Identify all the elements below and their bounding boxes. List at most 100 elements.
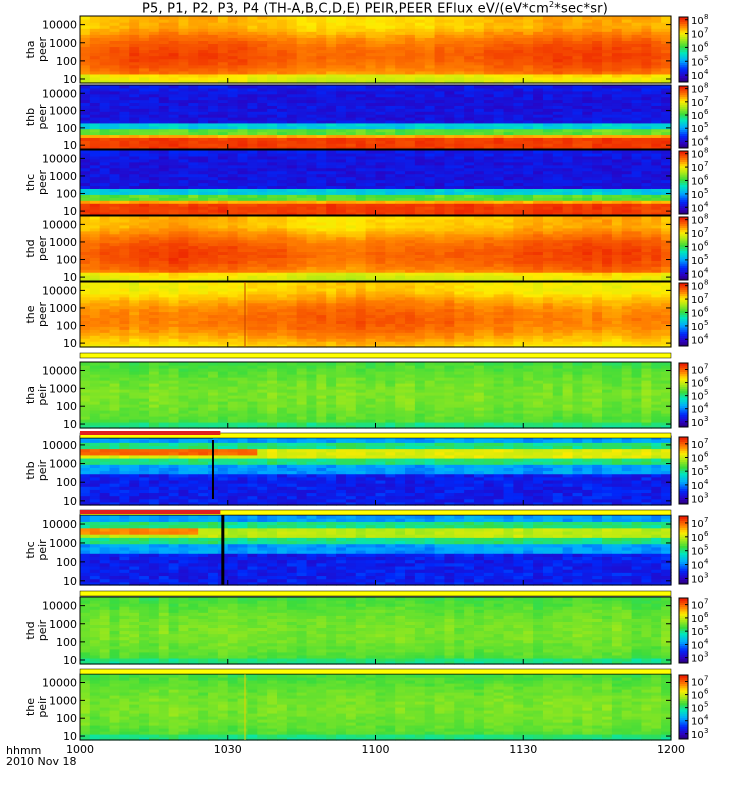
heatmap-cell xyxy=(434,194,446,198)
heatmap-cell xyxy=(227,102,239,106)
heatmap-cell xyxy=(326,114,337,118)
heatmap-cell xyxy=(168,114,180,118)
heatmap-cell xyxy=(326,152,337,157)
heatmap-cell xyxy=(454,119,465,124)
heatmap-cell xyxy=(454,105,465,109)
heatmap-cell xyxy=(582,55,593,60)
heatmap-cell xyxy=(237,266,249,270)
heatmap-cell xyxy=(316,67,327,72)
heatmap-cell xyxy=(493,140,505,144)
heatmap-cell xyxy=(444,25,455,29)
heatmap-cell xyxy=(385,70,396,75)
heatmap-cell xyxy=(592,158,603,163)
heatmap-cell xyxy=(592,105,603,109)
heatmap-cell xyxy=(405,275,416,279)
y-tick-label: 100 xyxy=(56,188,77,201)
heatmap-cell xyxy=(661,37,672,41)
heatmap-cell xyxy=(237,230,249,235)
heatmap-cell xyxy=(562,37,574,41)
heatmap-cell xyxy=(306,146,317,150)
heatmap-cell xyxy=(474,96,485,101)
heatmap-cell xyxy=(424,73,436,78)
heatmap-cell xyxy=(572,90,583,95)
heatmap-cell xyxy=(621,90,633,95)
heatmap-cell xyxy=(542,206,554,210)
heatmap-cell xyxy=(168,146,180,150)
heatmap-cell xyxy=(542,85,554,89)
heatmap-cell xyxy=(316,49,327,54)
heatmap-cell xyxy=(375,269,386,273)
heatmap-cell xyxy=(129,254,140,258)
heatmap-cell xyxy=(198,155,209,160)
heatmap-cell xyxy=(227,134,239,138)
heatmap-cell xyxy=(454,131,465,136)
heatmap-cell xyxy=(257,209,268,213)
heatmap-cell xyxy=(523,140,534,144)
heatmap-cell xyxy=(611,167,623,172)
heatmap-cell xyxy=(365,137,377,141)
heatmap-cell xyxy=(217,140,229,144)
heatmap-cell xyxy=(641,206,652,210)
heatmap-cell xyxy=(385,218,396,223)
heatmap-cell xyxy=(395,230,406,235)
heatmap-cell xyxy=(247,224,258,229)
heatmap-cell xyxy=(99,266,111,270)
heatmap-cell xyxy=(395,251,406,255)
heatmap-cell xyxy=(306,200,317,204)
heatmap-cell xyxy=(454,70,465,75)
heatmap-cell xyxy=(355,218,367,223)
heatmap-cell xyxy=(631,55,643,60)
heatmap-cell xyxy=(316,239,327,244)
heatmap-cell xyxy=(493,152,505,157)
heatmap-cell xyxy=(414,150,426,154)
heatmap-cell xyxy=(316,167,327,172)
heatmap-cell xyxy=(286,221,298,226)
heatmap-cell xyxy=(296,85,308,89)
heatmap-cell xyxy=(80,49,91,54)
heatmap-cell xyxy=(572,114,583,118)
heatmap-cell xyxy=(631,143,643,147)
heatmap-cell xyxy=(651,173,662,178)
heatmap-cell xyxy=(631,191,643,195)
heatmap-cell xyxy=(434,263,446,267)
heatmap-cell xyxy=(572,197,583,201)
heatmap-cell xyxy=(444,31,455,35)
y-tick-label: 100 xyxy=(56,122,77,135)
heatmap-cell xyxy=(178,46,189,51)
heatmap-cell xyxy=(582,125,593,130)
heatmap-cell xyxy=(109,269,120,273)
heatmap-cell xyxy=(474,179,485,184)
heatmap-cell xyxy=(345,99,357,104)
heatmap-cell xyxy=(395,182,406,187)
heatmap-cell xyxy=(464,185,475,189)
heatmap-cell xyxy=(513,19,524,23)
heatmap-cell xyxy=(257,52,268,57)
heatmap-cell xyxy=(582,46,593,51)
heatmap-cell xyxy=(277,102,288,106)
heatmap-cell xyxy=(651,137,662,141)
heatmap-cell xyxy=(572,31,583,35)
heatmap-cell xyxy=(611,191,623,195)
heatmap-cell xyxy=(316,227,327,232)
heatmap-cell xyxy=(454,96,465,101)
heatmap-cell xyxy=(306,221,317,226)
heatmap-cell xyxy=(80,245,91,250)
heatmap-cell xyxy=(208,152,219,157)
heatmap-cell xyxy=(542,16,554,20)
heatmap-cell xyxy=(493,49,505,54)
heatmap-cell xyxy=(306,263,317,267)
heatmap-cell xyxy=(296,87,308,92)
colorbar-segment xyxy=(679,180,688,183)
heatmap-cell xyxy=(493,64,505,69)
heatmap-cell xyxy=(345,206,357,210)
heatmap-cell xyxy=(129,146,140,150)
colorbar-segment xyxy=(679,30,688,33)
heatmap-cell xyxy=(611,102,623,106)
heatmap-cell xyxy=(552,40,564,45)
heatmap-cell xyxy=(651,16,662,20)
heatmap-cell xyxy=(247,182,258,187)
heatmap-cell xyxy=(267,125,278,130)
heatmap-cell xyxy=(296,28,308,32)
heatmap-cell xyxy=(237,119,249,124)
heatmap-cell xyxy=(208,218,219,223)
